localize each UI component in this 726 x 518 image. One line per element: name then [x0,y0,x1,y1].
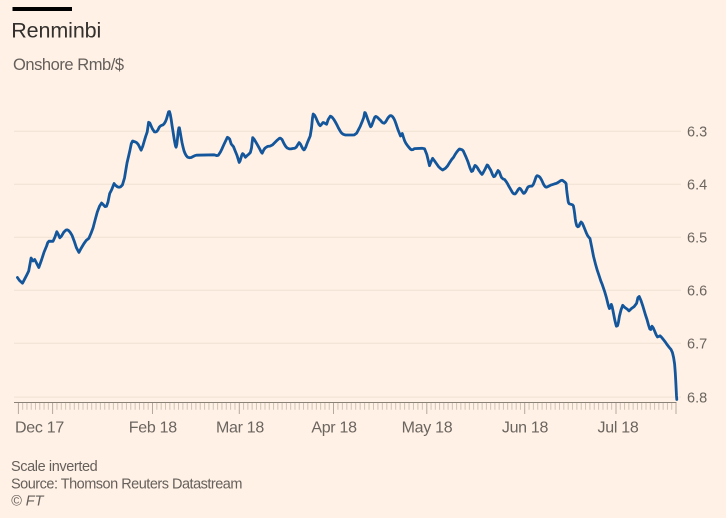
svg-text:Renminbi: Renminbi [11,19,101,43]
svg-text:6.8: 6.8 [687,390,707,406]
svg-text:Dec 17: Dec 17 [15,420,64,437]
svg-text:© FT: © FT [11,494,45,510]
svg-text:6.6: 6.6 [687,284,707,300]
svg-text:Scale inverted: Scale inverted [11,459,98,475]
svg-text:Jul 18: Jul 18 [598,420,639,437]
svg-text:Mar 18: Mar 18 [216,420,264,437]
svg-text:6.4: 6.4 [687,178,707,194]
svg-text:6.3: 6.3 [687,125,707,141]
svg-text:Onshore Rmb/$: Onshore Rmb/$ [13,56,124,74]
svg-text:Apr 18: Apr 18 [311,420,357,437]
svg-text:6.5: 6.5 [687,231,707,247]
svg-text:May 18: May 18 [402,420,453,437]
svg-text:Jun 18: Jun 18 [502,420,549,437]
svg-text:Source: Thomson Reuters Datast: Source: Thomson Reuters Datastream [11,477,242,493]
svg-text:Feb 18: Feb 18 [129,420,177,437]
svg-text:6.7: 6.7 [687,337,707,353]
